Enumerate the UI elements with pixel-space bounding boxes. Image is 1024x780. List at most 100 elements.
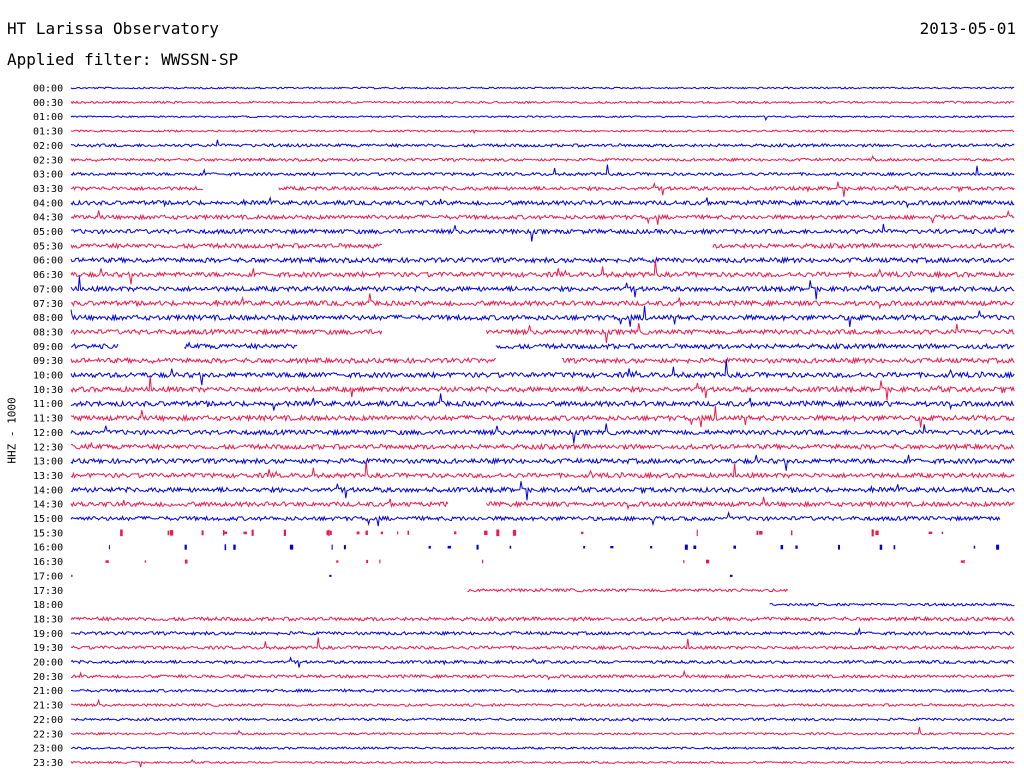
row-time-label: 15:00: [33, 514, 63, 525]
trace-row: [70, 626, 1015, 637]
trace-row: [70, 441, 1015, 451]
row-time-label: 06:30: [33, 270, 63, 281]
row-time-label: 17:00: [33, 571, 63, 582]
row-time-label: 04:00: [33, 198, 63, 209]
row-time-label: 16:30: [33, 557, 63, 568]
trace-row: [70, 669, 1015, 681]
trace-row: [70, 359, 1015, 386]
trace-row: [70, 376, 1015, 401]
row-time-label: 10:30: [33, 385, 63, 396]
row-time-label: 00:30: [33, 98, 63, 109]
row-time-label: 22:00: [33, 715, 63, 726]
row-time-label: 19:00: [33, 629, 63, 640]
station-title: HT Larissa Observatory: [7, 19, 219, 38]
trace-row: [105, 559, 965, 564]
trace-row: [70, 406, 1015, 428]
trace-row: [70, 758, 1015, 768]
trace-row: [70, 181, 1015, 197]
row-time-label: 18:00: [33, 600, 63, 611]
trace-row: [70, 195, 1015, 209]
row-time-label: 21:30: [33, 701, 63, 712]
trace-row: [70, 496, 1015, 511]
trace-row: [70, 510, 1001, 527]
row-time-label: 09:30: [33, 356, 63, 367]
trace-row: [70, 259, 1015, 285]
row-time-label: 12:30: [33, 442, 63, 453]
row-time-label: 11:00: [33, 399, 63, 410]
trace-row: [120, 529, 944, 537]
row-time-label: 20:00: [33, 658, 63, 669]
trace-row: [70, 209, 1015, 225]
row-time-label: 08:30: [33, 327, 63, 338]
trace-row: [70, 746, 1015, 751]
filter-name: WWSSN-SP: [161, 50, 239, 69]
row-time-label: 08:00: [33, 313, 63, 324]
row-time-label: 12:00: [33, 428, 63, 439]
trace-row: [70, 615, 1015, 623]
row-time-label: 20:30: [33, 672, 63, 683]
trace-row: [71, 717, 1015, 723]
row-time-label: 05:30: [33, 241, 63, 252]
row-time-label: 21:00: [33, 686, 63, 697]
row-time-label: 05:00: [33, 227, 63, 238]
row-time-label: 02:00: [33, 141, 63, 152]
trace-row: [70, 276, 1015, 300]
trace-row: [70, 423, 1015, 444]
trace-row: [70, 293, 1015, 310]
row-time-label: 23:00: [33, 744, 63, 755]
trace-row: [70, 129, 1015, 135]
trace-row: [70, 223, 1015, 242]
trace-row: [70, 256, 1015, 265]
row-time-label: 22:30: [33, 729, 63, 740]
trace-row: [70, 726, 1015, 736]
trace-row: [70, 86, 1015, 90]
trace-row: [70, 114, 1015, 122]
row-time-label: 18:30: [33, 614, 63, 625]
trace-row: [108, 544, 1000, 551]
row-time-label: 00:00: [33, 84, 63, 95]
trace-row: [769, 602, 1015, 607]
trace-row: [70, 481, 1015, 501]
trace-row: [70, 637, 1015, 651]
row-time-label: 01:00: [33, 112, 63, 123]
filter-prefix: Applied filter:: [7, 50, 152, 69]
row-time-label: 16:00: [33, 543, 63, 554]
trace-row: [70, 241, 1015, 250]
trace-row: [70, 656, 1015, 668]
row-time-label: 13:00: [33, 457, 63, 468]
trace-row: [70, 393, 1015, 411]
row-time-label: 13:30: [33, 471, 63, 482]
row-time-label: 14:00: [33, 485, 63, 496]
trace-row: [70, 305, 1015, 327]
row-time-label: 01:30: [33, 127, 63, 138]
row-time-label: 07:00: [33, 284, 63, 295]
trace-row: [70, 688, 1015, 694]
trace-row: [467, 587, 789, 593]
trace-row: [71, 574, 733, 577]
trace-row: [70, 341, 1015, 351]
row-time-label: 09:00: [33, 342, 63, 353]
row-time-label: 15:30: [33, 528, 63, 539]
trace-row: [70, 100, 1015, 105]
row-time-label: 06:00: [33, 256, 63, 267]
trace-row: [70, 356, 1015, 365]
row-time-label: 19:30: [33, 643, 63, 654]
date-label: 2013-05-01: [919, 19, 1016, 38]
row-time-label: 03:30: [33, 184, 63, 195]
row-time-label: 23:30: [33, 758, 63, 769]
trace-row: [70, 154, 1015, 163]
row-time-label: 14:30: [33, 500, 63, 511]
row-time-label: 17:30: [33, 586, 63, 597]
row-time-label: 04:30: [33, 213, 63, 224]
row-time-label: 07:30: [33, 299, 63, 310]
row-time-label: 10:00: [33, 371, 63, 382]
trace-row: [70, 323, 1015, 344]
row-time-label: 11:30: [33, 414, 63, 425]
row-time-label: 03:00: [33, 170, 63, 181]
trace-row: [70, 454, 1015, 471]
filter-line: Applied filter: WWSSN-SP: [7, 50, 238, 69]
trace-row: [70, 139, 1015, 149]
trace-row: [70, 164, 1015, 177]
trace-row: [71, 698, 1015, 708]
